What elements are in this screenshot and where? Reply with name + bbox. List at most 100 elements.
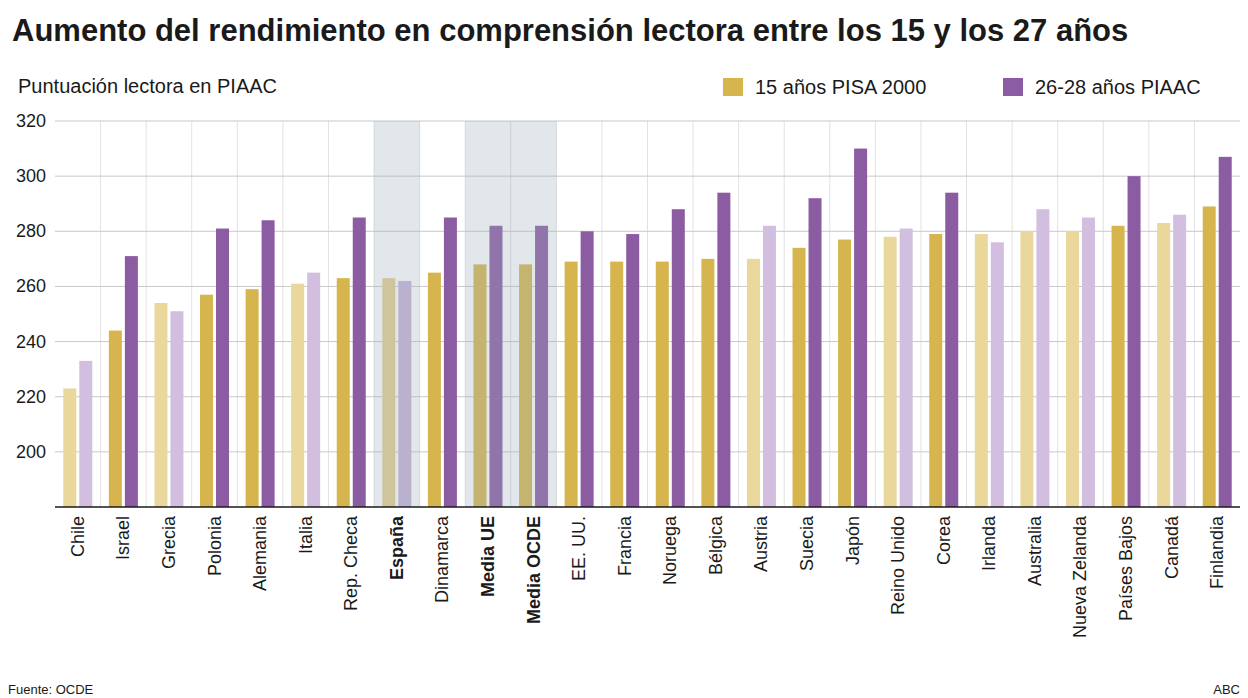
bar [763, 226, 776, 507]
grid-line-vertical [100, 121, 101, 507]
x-axis [55, 506, 1240, 508]
grid-line [55, 176, 1240, 177]
x-tick-label: Corea [934, 515, 954, 565]
x-tick-label: Alemania [250, 515, 270, 591]
grid-line-vertical [146, 121, 147, 507]
grid-line-vertical [237, 121, 238, 507]
grid-line-vertical [1103, 121, 1104, 507]
y-tick-label: 300 [16, 166, 46, 186]
credit: ABC [1213, 682, 1240, 697]
x-tick-label: Israel [113, 516, 133, 560]
x-tick-label: Bélgica [706, 515, 726, 575]
bar [170, 311, 183, 507]
x-tick-label: Polonia [205, 515, 225, 576]
grid-line-vertical [282, 121, 283, 507]
bar [109, 331, 122, 507]
x-tick-label: Canadá [1162, 515, 1182, 579]
grid-line [55, 231, 1240, 232]
bar [63, 388, 76, 507]
grid-line-vertical [1148, 121, 1149, 507]
x-tick-label: Chile [68, 516, 88, 557]
bar [1066, 231, 1079, 507]
bar [154, 303, 167, 507]
x-tick-label: Nueva Zelanda [1070, 515, 1090, 638]
highlight-band [374, 121, 420, 507]
bar [307, 273, 320, 507]
grid-line-vertical [647, 121, 648, 507]
bar [656, 262, 669, 507]
bar [854, 149, 867, 507]
x-tick-label: Australia [1025, 515, 1045, 586]
x-tick-label: Media UE [478, 516, 498, 597]
grid-line [55, 396, 1240, 397]
x-tick-label: Italia [296, 515, 316, 554]
bar [991, 242, 1004, 507]
x-tick-label: Austria [751, 515, 771, 572]
bar [838, 240, 851, 507]
bar [428, 273, 441, 507]
grid-line-vertical [328, 121, 329, 507]
grid-line-vertical [1057, 121, 1058, 507]
legend-label: 26-28 años PIAAC [1035, 76, 1201, 98]
bar [79, 361, 92, 507]
x-tick-label: Francia [615, 515, 635, 576]
bar [1219, 157, 1232, 507]
legend-swatch [1003, 78, 1023, 96]
x-tick-label: Japón [843, 516, 863, 565]
bar [929, 234, 942, 507]
bar [793, 248, 806, 507]
bar [900, 229, 913, 507]
x-tick-label: Reino Unido [888, 516, 908, 615]
y-tick-label: 320 [16, 111, 46, 131]
bar [125, 256, 138, 507]
x-tick-label: España [387, 515, 407, 580]
bar [262, 220, 275, 507]
grid-line-vertical [784, 121, 785, 507]
bar [672, 209, 685, 507]
y-tick-label: 220 [16, 387, 46, 407]
grid-line-vertical [966, 121, 967, 507]
grid-line-vertical [738, 121, 739, 507]
bar [1020, 231, 1033, 507]
x-tick-label: Noruega [660, 515, 680, 585]
y-tick-label: 260 [16, 276, 46, 296]
chart: Aumento del rendimiento en comprensión l… [0, 0, 1248, 698]
x-tick-label: Rep. Checa [341, 515, 361, 611]
x-tick-label: EE. UU. [569, 516, 589, 581]
bar [1082, 218, 1095, 508]
bar [1128, 176, 1141, 507]
bar [246, 289, 259, 507]
bar [1203, 206, 1216, 507]
bars [63, 149, 1231, 507]
y-tick-label: 280 [16, 221, 46, 241]
bar [581, 231, 594, 507]
x-tick-label: Irlanda [979, 515, 999, 571]
y-tick-label: 240 [16, 332, 46, 352]
x-tick-label: Media OCDE [524, 516, 544, 624]
bar [216, 229, 229, 507]
bar [1112, 226, 1125, 507]
bar [1173, 215, 1186, 507]
legend-label: 15 años PISA 2000 [755, 76, 926, 98]
grid-line-vertical [1194, 121, 1195, 507]
bar [717, 193, 730, 507]
bar [884, 237, 897, 507]
bar [291, 284, 304, 507]
x-tick-label: Dinamarca [432, 515, 452, 603]
legend-swatch [723, 78, 743, 96]
x-tick-label: Grecia [159, 515, 179, 569]
x-tick-label: Finlandia [1207, 515, 1227, 589]
grid-line-vertical [920, 121, 921, 507]
bar [626, 234, 639, 507]
grid-line [55, 121, 1240, 122]
bar [610, 262, 623, 507]
grid-line [55, 451, 1240, 452]
grid-line-vertical [693, 121, 694, 507]
title: Aumento del rendimiento en comprensión l… [12, 13, 1128, 48]
grid-line-vertical [191, 121, 192, 507]
bar [975, 234, 988, 507]
grid-line-vertical [875, 121, 876, 507]
highlight-band [511, 121, 557, 507]
bar [1036, 209, 1049, 507]
highlight-band [465, 121, 511, 507]
